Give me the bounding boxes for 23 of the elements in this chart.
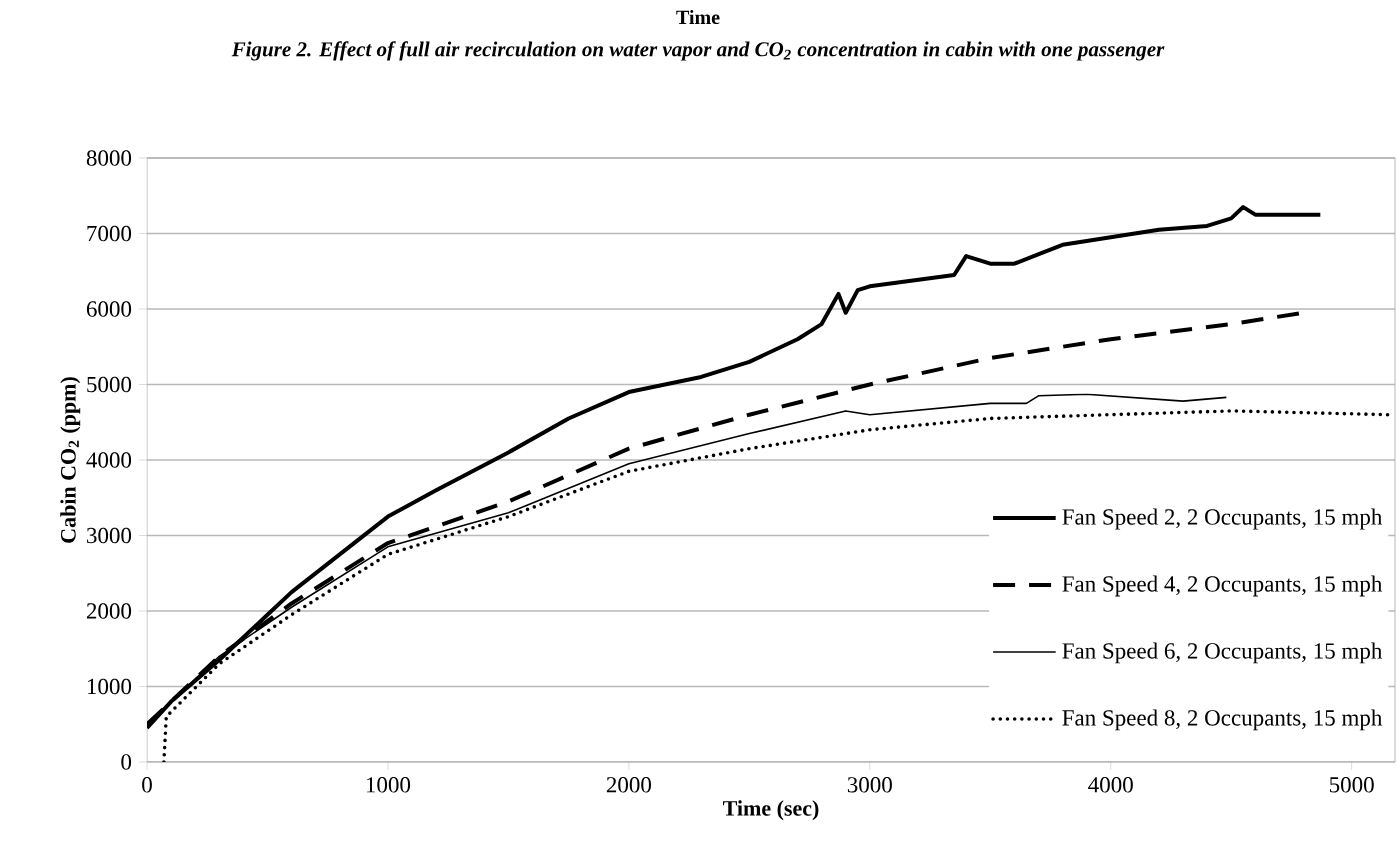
y-tick-label: 2000 bbox=[86, 603, 132, 619]
legend-label: Fan Speed 2, 2 Occupants, 15 mph bbox=[1062, 508, 1383, 530]
y-tick-label: 5000 bbox=[87, 376, 132, 393]
x-tick-label: 4000 bbox=[1088, 777, 1133, 793]
x-tick-label: 1000 bbox=[366, 777, 411, 793]
chart-title: Figure 2. Effect of full air recirculation on water vapor and CO$_{2}$ concentration in cabin with one passenger bbox=[231, 41, 1165, 61]
legend-label: Fan Speed 4, 2 Occupants, 15 mph bbox=[1062, 575, 1383, 597]
y-tick-label: 8000 bbox=[86, 150, 132, 166]
x-tick-label: 0 bbox=[142, 777, 152, 793]
x-tick-label: 3000 bbox=[847, 777, 892, 793]
y-tick-label: 6000 bbox=[86, 301, 132, 317]
text: Time bbox=[676, 10, 720, 25]
y-tick-label: 4000 bbox=[86, 452, 132, 468]
legend-label: Fan Speed 6, 2 Occupants, 15 mph bbox=[1062, 642, 1383, 664]
x-tick-label: 2000 bbox=[606, 777, 651, 793]
y-tick-label: 1000 bbox=[87, 678, 132, 695]
y-tick-label: 7000 bbox=[87, 225, 132, 242]
x-axis-title: Time (sec) bbox=[722, 800, 819, 821]
y-tick-label: 3000 bbox=[87, 527, 132, 544]
legend-label: Fan Speed 8, 2 Occupants, 15 mph bbox=[1062, 709, 1383, 731]
y-tick-label: 0 bbox=[121, 754, 132, 770]
x-tick-label: 5000 bbox=[1329, 777, 1374, 793]
y-axis-title: Cabin CO$_{2}$ (ppm) bbox=[60, 377, 81, 543]
